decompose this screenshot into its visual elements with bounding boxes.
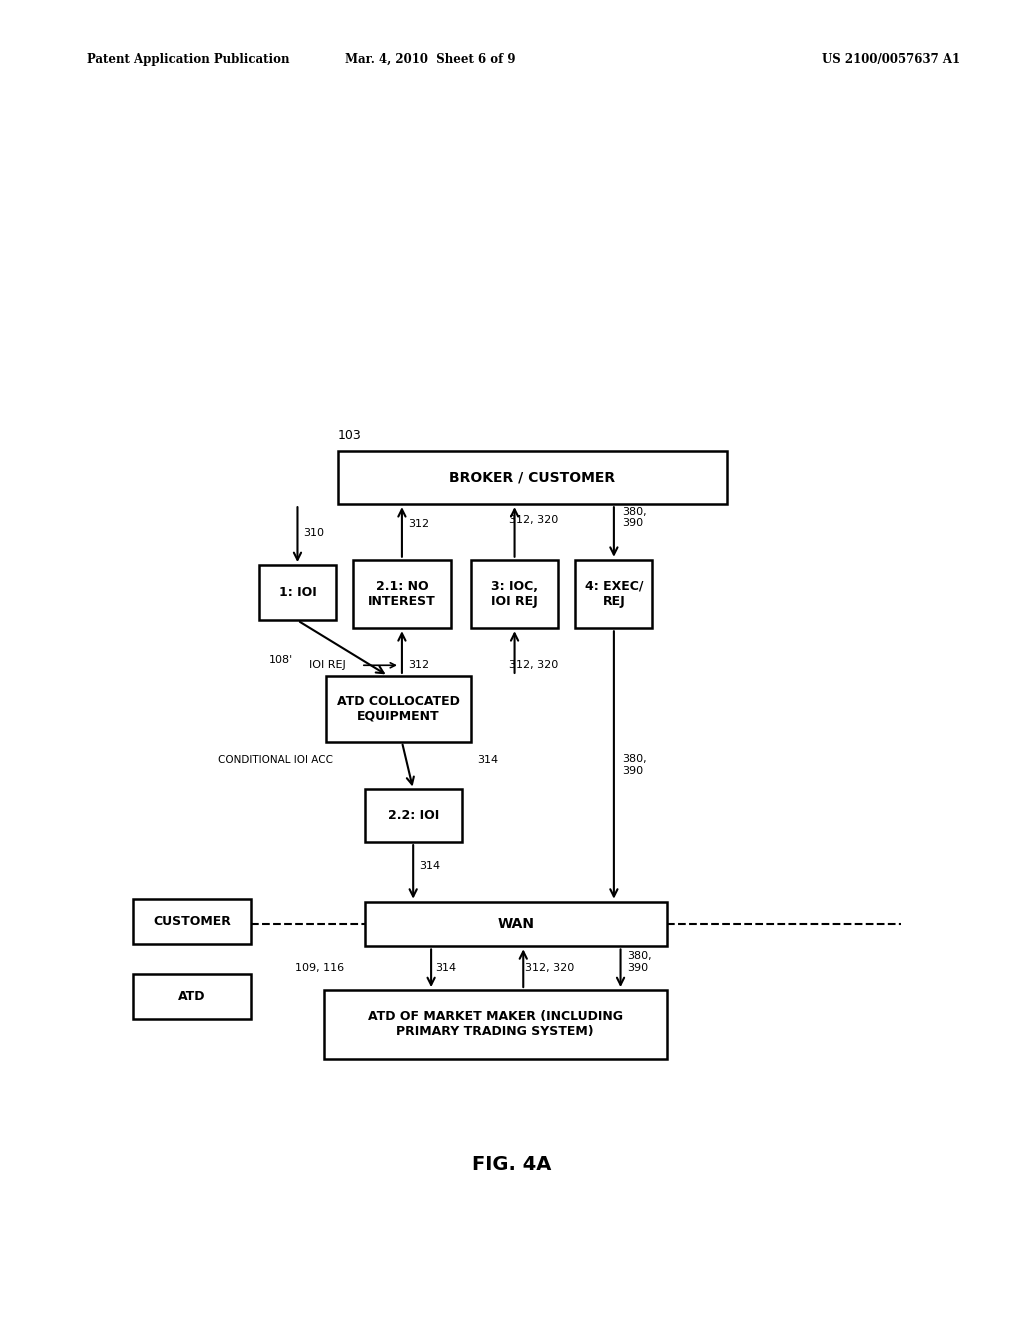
Text: 310: 310 [303,528,325,539]
Text: 312, 320: 312, 320 [510,660,559,671]
FancyBboxPatch shape [324,990,667,1059]
FancyBboxPatch shape [133,899,251,944]
FancyBboxPatch shape [365,902,667,946]
FancyBboxPatch shape [471,560,558,628]
Text: 380,
390: 380, 390 [623,507,647,528]
Text: 380,
390: 380, 390 [623,754,647,776]
Text: CUSTOMER: CUSTOMER [153,915,231,928]
Text: ATD OF MARKET MAKER (INCLUDING
PRIMARY TRADING SYSTEM): ATD OF MARKET MAKER (INCLUDING PRIMARY T… [368,1010,623,1039]
Text: 314: 314 [435,962,457,973]
Text: CONDITIONAL IOI ACC: CONDITIONAL IOI ACC [218,755,333,766]
Text: Patent Application Publication: Patent Application Publication [87,53,290,66]
Text: 312: 312 [408,519,429,529]
Text: 380,
390: 380, 390 [627,952,651,973]
Text: 108': 108' [269,655,294,665]
Text: 3: IOC,
IOI REJ: 3: IOC, IOI REJ [492,579,538,609]
Text: ATD: ATD [178,990,206,1003]
FancyBboxPatch shape [326,676,471,742]
Text: 314: 314 [420,861,440,871]
Text: 312, 320: 312, 320 [510,515,559,525]
Text: 314: 314 [477,755,499,766]
Text: ATD COLLOCATED
EQUIPMENT: ATD COLLOCATED EQUIPMENT [337,694,460,723]
Text: 2.1: NO
INTEREST: 2.1: NO INTEREST [368,579,436,609]
Text: Mar. 4, 2010  Sheet 6 of 9: Mar. 4, 2010 Sheet 6 of 9 [345,53,515,66]
Text: BROKER / CUSTOMER: BROKER / CUSTOMER [450,471,615,484]
Text: FIG. 4A: FIG. 4A [472,1155,552,1173]
FancyBboxPatch shape [338,451,727,504]
Text: IOI REJ: IOI REJ [309,660,345,671]
FancyBboxPatch shape [365,789,462,842]
FancyBboxPatch shape [353,560,451,628]
Text: 2.2: IOI: 2.2: IOI [387,809,439,822]
Text: 4: EXEC/
REJ: 4: EXEC/ REJ [585,579,643,609]
Text: 312: 312 [408,660,429,671]
FancyBboxPatch shape [259,565,336,620]
Text: 103: 103 [338,429,361,442]
Text: WAN: WAN [497,917,535,931]
Text: US 2100/0057637 A1: US 2100/0057637 A1 [822,53,959,66]
FancyBboxPatch shape [575,560,652,628]
Text: 312, 320: 312, 320 [525,962,574,973]
Text: 1: IOI: 1: IOI [279,586,316,599]
FancyBboxPatch shape [133,974,251,1019]
Text: 109, 116: 109, 116 [295,962,344,973]
